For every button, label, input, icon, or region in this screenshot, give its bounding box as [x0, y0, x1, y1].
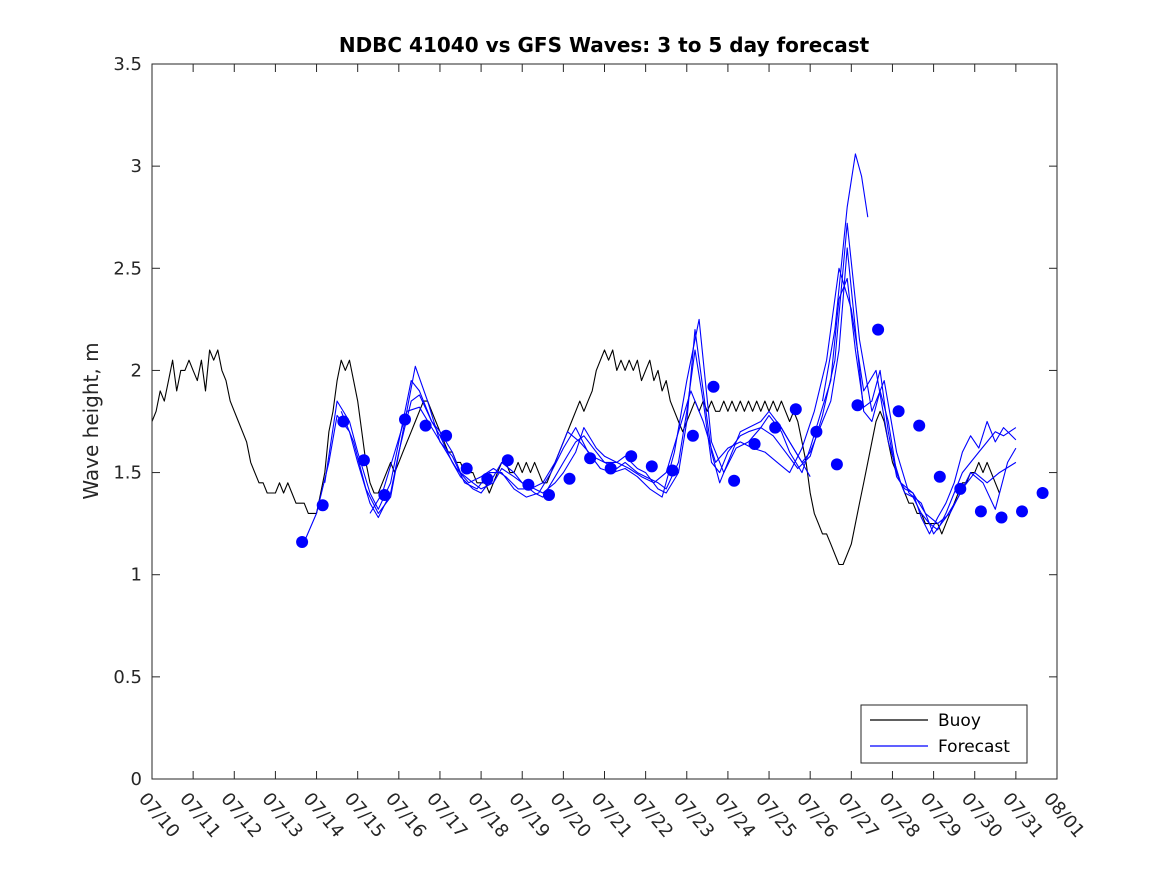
y-axis-label: Wave height, m [79, 342, 103, 499]
forecast-marker-27 [851, 399, 864, 412]
forecast-marker-22 [748, 438, 761, 450]
legend-label-buoy: Buoy [938, 711, 981, 731]
forecast-marker-0 [296, 536, 309, 548]
forecast-marker-31 [933, 470, 946, 483]
forecast-marker-20 [707, 380, 720, 393]
forecast-series-line-6 [776, 421, 811, 477]
forecast-marker-26 [830, 458, 843, 471]
forecast-series-line-5 [821, 153, 869, 402]
y-tick-label: 1.5 [113, 463, 142, 484]
y-tick-label: 0.5 [113, 667, 142, 688]
forecast-marker-13 [563, 472, 576, 485]
forecast-marker-15 [604, 462, 617, 475]
legend: Buoy Forecast [860, 704, 1028, 764]
forecast-marker-24 [789, 403, 802, 416]
forecast-marker-8 [460, 462, 473, 475]
forecast-marker-12 [543, 489, 555, 501]
forecast-marker-2 [337, 415, 350, 428]
forecast-marker-10 [501, 454, 514, 467]
forecast-marker-29 [892, 405, 905, 418]
forecast-series-line-3 [340, 222, 1017, 535]
forecast-marker-28 [872, 323, 885, 336]
legend-box [860, 704, 1028, 764]
legend-label-forecast: Forecast [938, 737, 1010, 757]
forecast-marker-9 [481, 472, 494, 485]
y-tick-label: 3.5 [113, 54, 142, 75]
forecast-marker-14 [584, 452, 597, 465]
forecast-marker-19 [686, 429, 699, 442]
forecast-marker-7 [440, 429, 453, 442]
forecast-marker-36 [1036, 487, 1049, 499]
forecast-marker-18 [666, 464, 679, 477]
forecast-marker-25 [810, 425, 823, 438]
forecast-marker-17 [645, 460, 658, 473]
y-tick-label: 2.5 [113, 258, 142, 279]
forecast-marker-16 [625, 450, 638, 463]
forecast-marker-11 [522, 478, 535, 491]
series-layer [151, 153, 1049, 566]
chart-title: NDBC 41040 vs GFS Waves: 3 to 5 day fore… [339, 33, 870, 57]
y-tick-label: 2 [131, 360, 142, 381]
forecast-marker-23 [769, 421, 782, 434]
forecast-marker-33 [974, 505, 987, 518]
forecast-marker-4 [378, 489, 391, 501]
forecast-marker-35 [1016, 505, 1028, 518]
forecast-marker-6 [419, 419, 432, 432]
y-tick-label: 0 [131, 769, 142, 790]
y-tick-label: 1 [131, 565, 142, 586]
forecast-marker-30 [913, 419, 926, 432]
forecast-marker-1 [316, 499, 329, 512]
forecast-marker-3 [357, 454, 370, 467]
axes-background [152, 64, 1057, 779]
forecast-series-line-4 [369, 267, 1017, 525]
forecast-marker-34 [995, 511, 1008, 524]
y-tick-label: 3 [131, 156, 142, 177]
forecast-marker-21 [728, 474, 741, 487]
forecast-marker-5 [399, 413, 411, 426]
buoy-series-line [151, 349, 1000, 566]
forecast-marker-32 [954, 482, 967, 495]
